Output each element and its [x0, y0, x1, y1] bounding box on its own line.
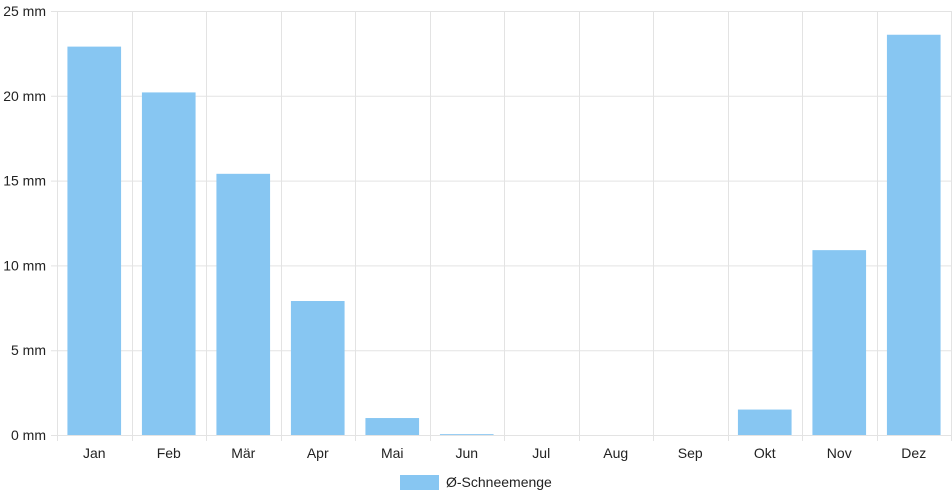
y-tick-label: 0 mm [11, 427, 46, 443]
bar-Dez[interactable] [886, 34, 941, 436]
legend[interactable]: Ø-Schneemenge [400, 474, 552, 490]
x-tick-label: Jun [455, 445, 478, 461]
bar-Jan[interactable] [67, 46, 122, 436]
x-tick-label: Aug [603, 445, 628, 461]
x-tick-label: Mär [231, 445, 255, 461]
y-tick-label: 5 mm [11, 342, 46, 358]
x-tick-label: Nov [827, 445, 852, 461]
bar-Mai[interactable] [365, 418, 420, 435]
x-tick-label: Jul [532, 445, 550, 461]
bar-Mär[interactable] [216, 173, 271, 436]
y-axis: 0 mm 5 mm 10 mm 15 mm 20 mm 25 mm [3, 3, 46, 443]
bar-Feb[interactable] [141, 92, 196, 436]
x-axis: Jan Feb Mär Apr Mai Jun Jul Aug Sep Okt Nov Dez [83, 445, 926, 461]
y-tick-label: 15 mm [3, 173, 46, 189]
bar-Apr[interactable] [290, 301, 345, 435]
bar-series [67, 34, 941, 436]
x-tick-label: Apr [307, 445, 329, 461]
x-tick-label: Feb [157, 445, 181, 461]
x-tick-label: Mai [381, 445, 404, 461]
y-tick-label: 20 mm [3, 88, 46, 104]
y-tick-label: 25 mm [3, 3, 46, 19]
grid-lines [51, 11, 952, 441]
bar-Nov[interactable] [812, 250, 867, 435]
x-tick-label: Okt [754, 445, 776, 461]
legend-label: Ø-Schneemenge [446, 474, 552, 490]
y-tick-label: 10 mm [3, 257, 46, 273]
bar-Okt[interactable] [737, 409, 792, 435]
bar-Jun[interactable] [439, 434, 494, 435]
x-tick-label: Sep [678, 445, 703, 461]
legend-swatch [400, 475, 439, 490]
x-tick-label: Dez [901, 445, 926, 461]
x-tick-label: Jan [83, 445, 106, 461]
